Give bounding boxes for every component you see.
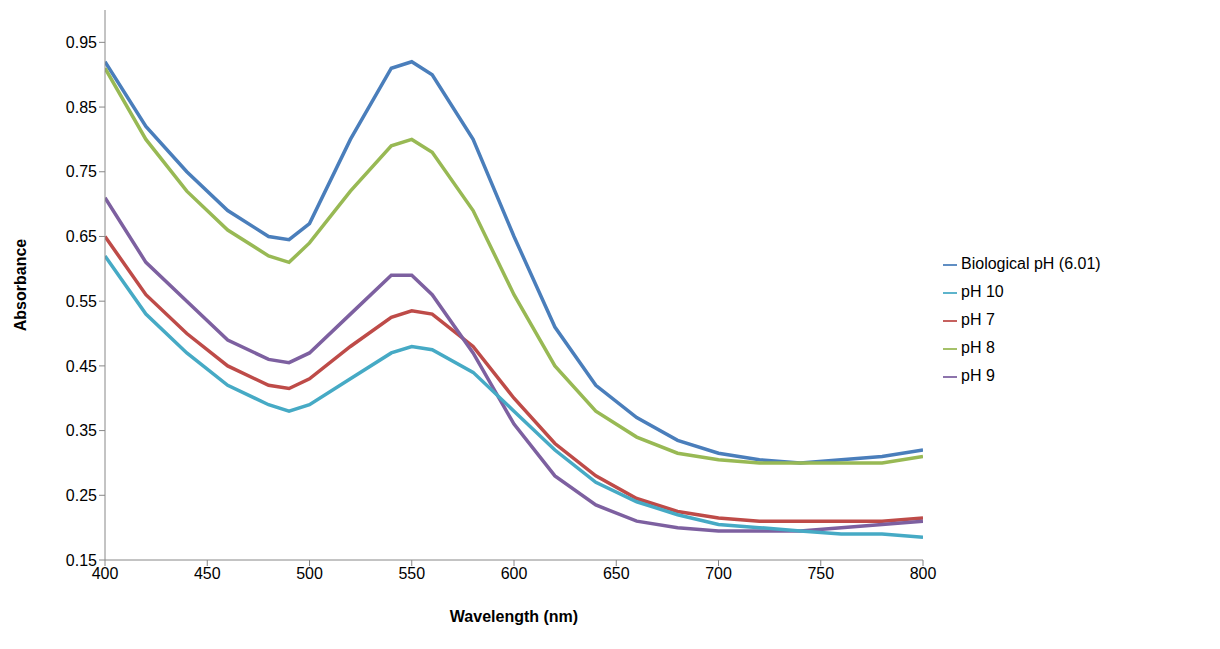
svg-text:Absorbance: Absorbance	[12, 239, 29, 332]
svg-text:0.45: 0.45	[66, 358, 97, 375]
svg-text:Wavelength (nm): Wavelength (nm)	[450, 608, 578, 625]
svg-text:0.95: 0.95	[66, 34, 97, 51]
svg-text:0.35: 0.35	[66, 422, 97, 439]
svg-text:0.15: 0.15	[66, 552, 97, 569]
svg-text:0.65: 0.65	[66, 228, 97, 245]
svg-text:450: 450	[194, 565, 221, 582]
svg-text:500: 500	[296, 565, 323, 582]
html-text:pH 7: pH 7	[961, 311, 995, 328]
svg-text:650: 650	[603, 565, 630, 582]
html-text:pH 8: pH 8	[961, 339, 995, 356]
html-text:pH 9: pH 9	[961, 367, 995, 384]
svg-text:600: 600	[501, 565, 528, 582]
svg-text:700: 700	[705, 565, 732, 582]
html-text:Biological pH (6.01): Biological pH (6.01)	[961, 255, 1101, 272]
html-text:pH 10: pH 10	[961, 283, 1004, 300]
svg-text:0.25: 0.25	[66, 487, 97, 504]
svg-text:0.75: 0.75	[66, 163, 97, 180]
svg-text:550: 550	[398, 565, 425, 582]
svg-text:0.85: 0.85	[66, 99, 97, 116]
svg-text:400: 400	[91, 565, 119, 583]
svg-text:750: 750	[807, 565, 834, 582]
svg-text:800: 800	[910, 565, 937, 582]
svg-text:0.55: 0.55	[66, 293, 97, 310]
